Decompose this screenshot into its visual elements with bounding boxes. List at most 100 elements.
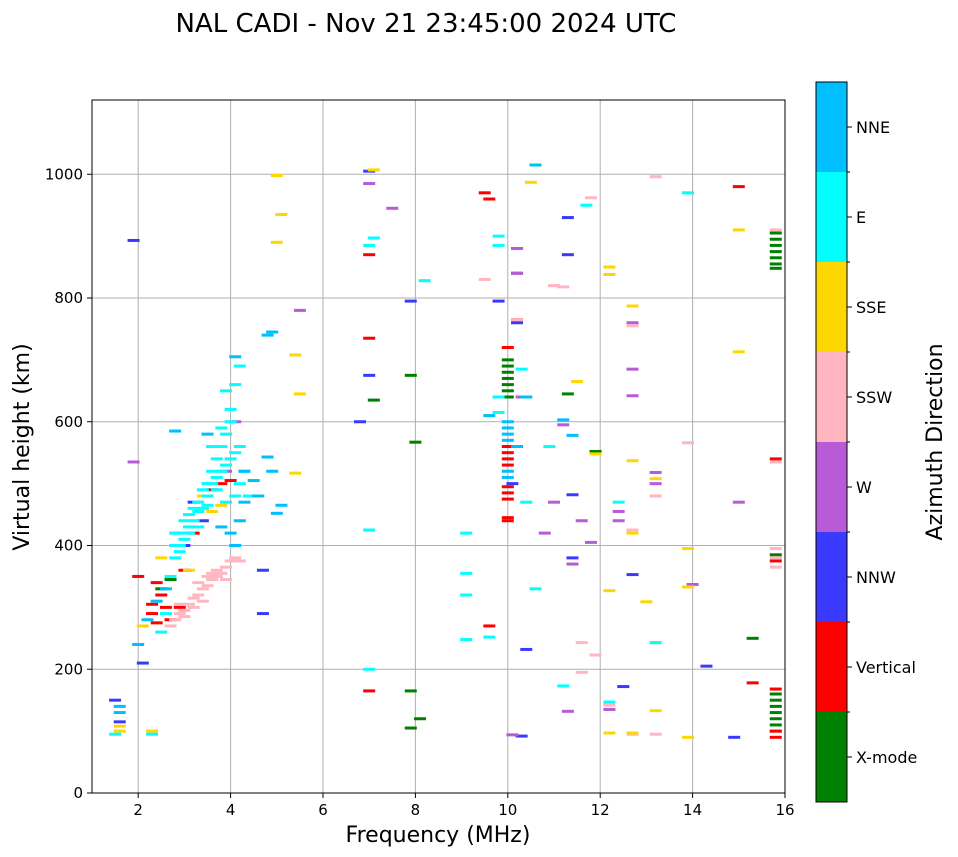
point-w <box>566 562 579 566</box>
point-sse <box>732 228 745 232</box>
y-tick-label: 600 <box>54 413 83 431</box>
point-vertical <box>132 574 145 578</box>
y-tick-label: 200 <box>54 660 83 678</box>
point-sse <box>603 272 616 276</box>
point-w <box>363 182 376 186</box>
point-x-mode <box>501 364 514 368</box>
point-vertical <box>769 687 782 691</box>
point-vertical <box>224 479 237 483</box>
point-vertical <box>173 605 186 609</box>
point-x-mode <box>769 723 782 727</box>
point-ssw <box>769 547 782 551</box>
point-e <box>460 571 473 575</box>
point-vertical <box>501 346 514 349</box>
point-nne <box>266 469 279 473</box>
point-x-mode <box>769 266 782 270</box>
point-e <box>224 420 237 424</box>
point-sse <box>275 212 288 216</box>
point-nnw <box>700 664 713 668</box>
point-w <box>511 271 524 275</box>
point-e <box>210 475 223 479</box>
point-ssw <box>173 602 186 606</box>
point-e <box>460 638 473 642</box>
point-x-mode <box>164 578 177 582</box>
point-e <box>483 635 496 639</box>
point-x-mode <box>769 237 782 241</box>
point-nnw <box>113 720 126 724</box>
point-e <box>210 457 223 461</box>
point-vertical <box>501 457 514 461</box>
point-sse <box>136 624 149 628</box>
point-e <box>192 525 205 529</box>
point-vertical <box>483 624 496 628</box>
point-e <box>460 593 473 597</box>
point-sse <box>293 392 306 396</box>
point-nnw <box>561 216 574 220</box>
data-points <box>109 163 782 739</box>
point-vertical <box>501 463 514 467</box>
point-nnw <box>363 373 376 377</box>
point-ssw <box>478 277 491 281</box>
point-e <box>196 506 209 510</box>
y-axis-ticks: 0 200 400 600 800 1000 <box>45 165 92 802</box>
point-nne <box>520 395 533 399</box>
point-e <box>603 700 616 704</box>
x-tick-label: 16 <box>775 801 794 819</box>
point-w <box>575 519 588 523</box>
point-vertical <box>155 593 168 597</box>
point-vertical <box>501 445 514 448</box>
point-e <box>219 389 232 393</box>
point-sse <box>113 729 126 733</box>
point-sse <box>589 452 602 456</box>
point-x-mode <box>501 370 514 374</box>
point-ssw <box>626 528 639 532</box>
point-x-mode <box>501 358 514 362</box>
point-x-mode <box>501 376 514 380</box>
point-w <box>127 460 140 464</box>
point-ssw <box>575 670 588 674</box>
point-w <box>584 540 597 544</box>
x-tick-label: 14 <box>683 801 702 819</box>
plot-frame <box>91 99 786 794</box>
point-sse <box>626 304 639 308</box>
point-x-mode <box>769 231 782 235</box>
colorbar-label-nnw: NNW <box>856 568 896 587</box>
y-tick-label: 0 <box>73 784 83 802</box>
point-w <box>557 423 570 427</box>
point-vertical <box>150 621 163 625</box>
point-vertical <box>150 581 163 585</box>
point-w <box>626 367 639 371</box>
point-nne <box>270 511 283 515</box>
point-nne <box>501 475 514 479</box>
point-vertical <box>501 519 514 523</box>
point-ssw <box>575 641 588 645</box>
colorbar-label: Azimuth Direction <box>923 343 948 540</box>
point-e <box>224 407 237 411</box>
point-e <box>201 494 214 498</box>
point-x-mode <box>769 692 782 696</box>
point-nne <box>275 503 288 507</box>
point-w <box>649 482 662 486</box>
point-e <box>159 612 172 616</box>
colorbar-label-w: W <box>856 478 872 497</box>
point-ssw <box>201 574 214 578</box>
point-nnw <box>626 573 639 577</box>
point-sse <box>571 380 584 384</box>
point-e <box>229 494 242 498</box>
point-nne <box>501 426 514 430</box>
point-e <box>219 432 232 436</box>
x-tick-label: 6 <box>318 801 328 819</box>
point-e <box>492 234 505 238</box>
point-e <box>233 364 246 368</box>
point-w <box>612 509 625 513</box>
point-vertical <box>501 491 514 495</box>
point-e <box>243 494 256 498</box>
point-sse <box>681 547 694 551</box>
point-nnw <box>353 420 366 424</box>
point-w <box>612 519 625 523</box>
point-sse <box>603 265 616 269</box>
point-ssw <box>210 574 223 578</box>
point-e <box>183 531 196 535</box>
azimuth-colorbar: X-mode Vertical NNW W SSW SSE E NNE <box>816 82 917 802</box>
point-nnw <box>196 519 209 523</box>
